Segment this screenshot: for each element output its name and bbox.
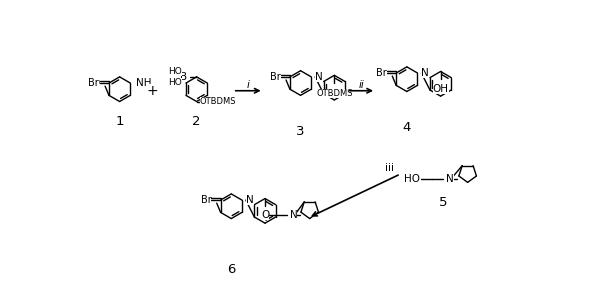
Text: Br: Br <box>376 68 387 78</box>
Text: O: O <box>91 78 99 88</box>
Text: O: O <box>202 195 211 205</box>
Text: N: N <box>315 72 323 82</box>
Text: 5: 5 <box>439 196 447 209</box>
Text: HO: HO <box>404 174 420 184</box>
Text: 3: 3 <box>296 125 305 138</box>
Text: OTBDMS: OTBDMS <box>200 97 236 106</box>
Text: N: N <box>246 195 253 205</box>
Text: Br: Br <box>201 195 211 205</box>
Text: NH: NH <box>136 78 151 88</box>
Text: N: N <box>421 68 429 78</box>
Text: 2: 2 <box>192 115 201 128</box>
Text: +: + <box>146 84 158 98</box>
Text: B: B <box>180 72 187 82</box>
Text: O: O <box>261 210 269 220</box>
Text: OTBDMS: OTBDMS <box>316 89 353 98</box>
Text: HO: HO <box>168 67 182 76</box>
Text: Br: Br <box>270 72 281 82</box>
Text: O: O <box>378 68 387 78</box>
Text: O: O <box>272 72 280 82</box>
Text: 4: 4 <box>402 121 411 134</box>
Text: N: N <box>290 211 298 220</box>
Text: 6: 6 <box>227 263 236 276</box>
Text: iii: iii <box>385 163 394 173</box>
Text: i: i <box>247 80 250 90</box>
Text: Br: Br <box>88 78 99 88</box>
Text: N: N <box>446 174 454 184</box>
Text: 1: 1 <box>115 115 124 128</box>
Text: HO: HO <box>168 78 182 87</box>
Text: OH: OH <box>433 84 448 94</box>
Text: ii: ii <box>359 80 364 90</box>
